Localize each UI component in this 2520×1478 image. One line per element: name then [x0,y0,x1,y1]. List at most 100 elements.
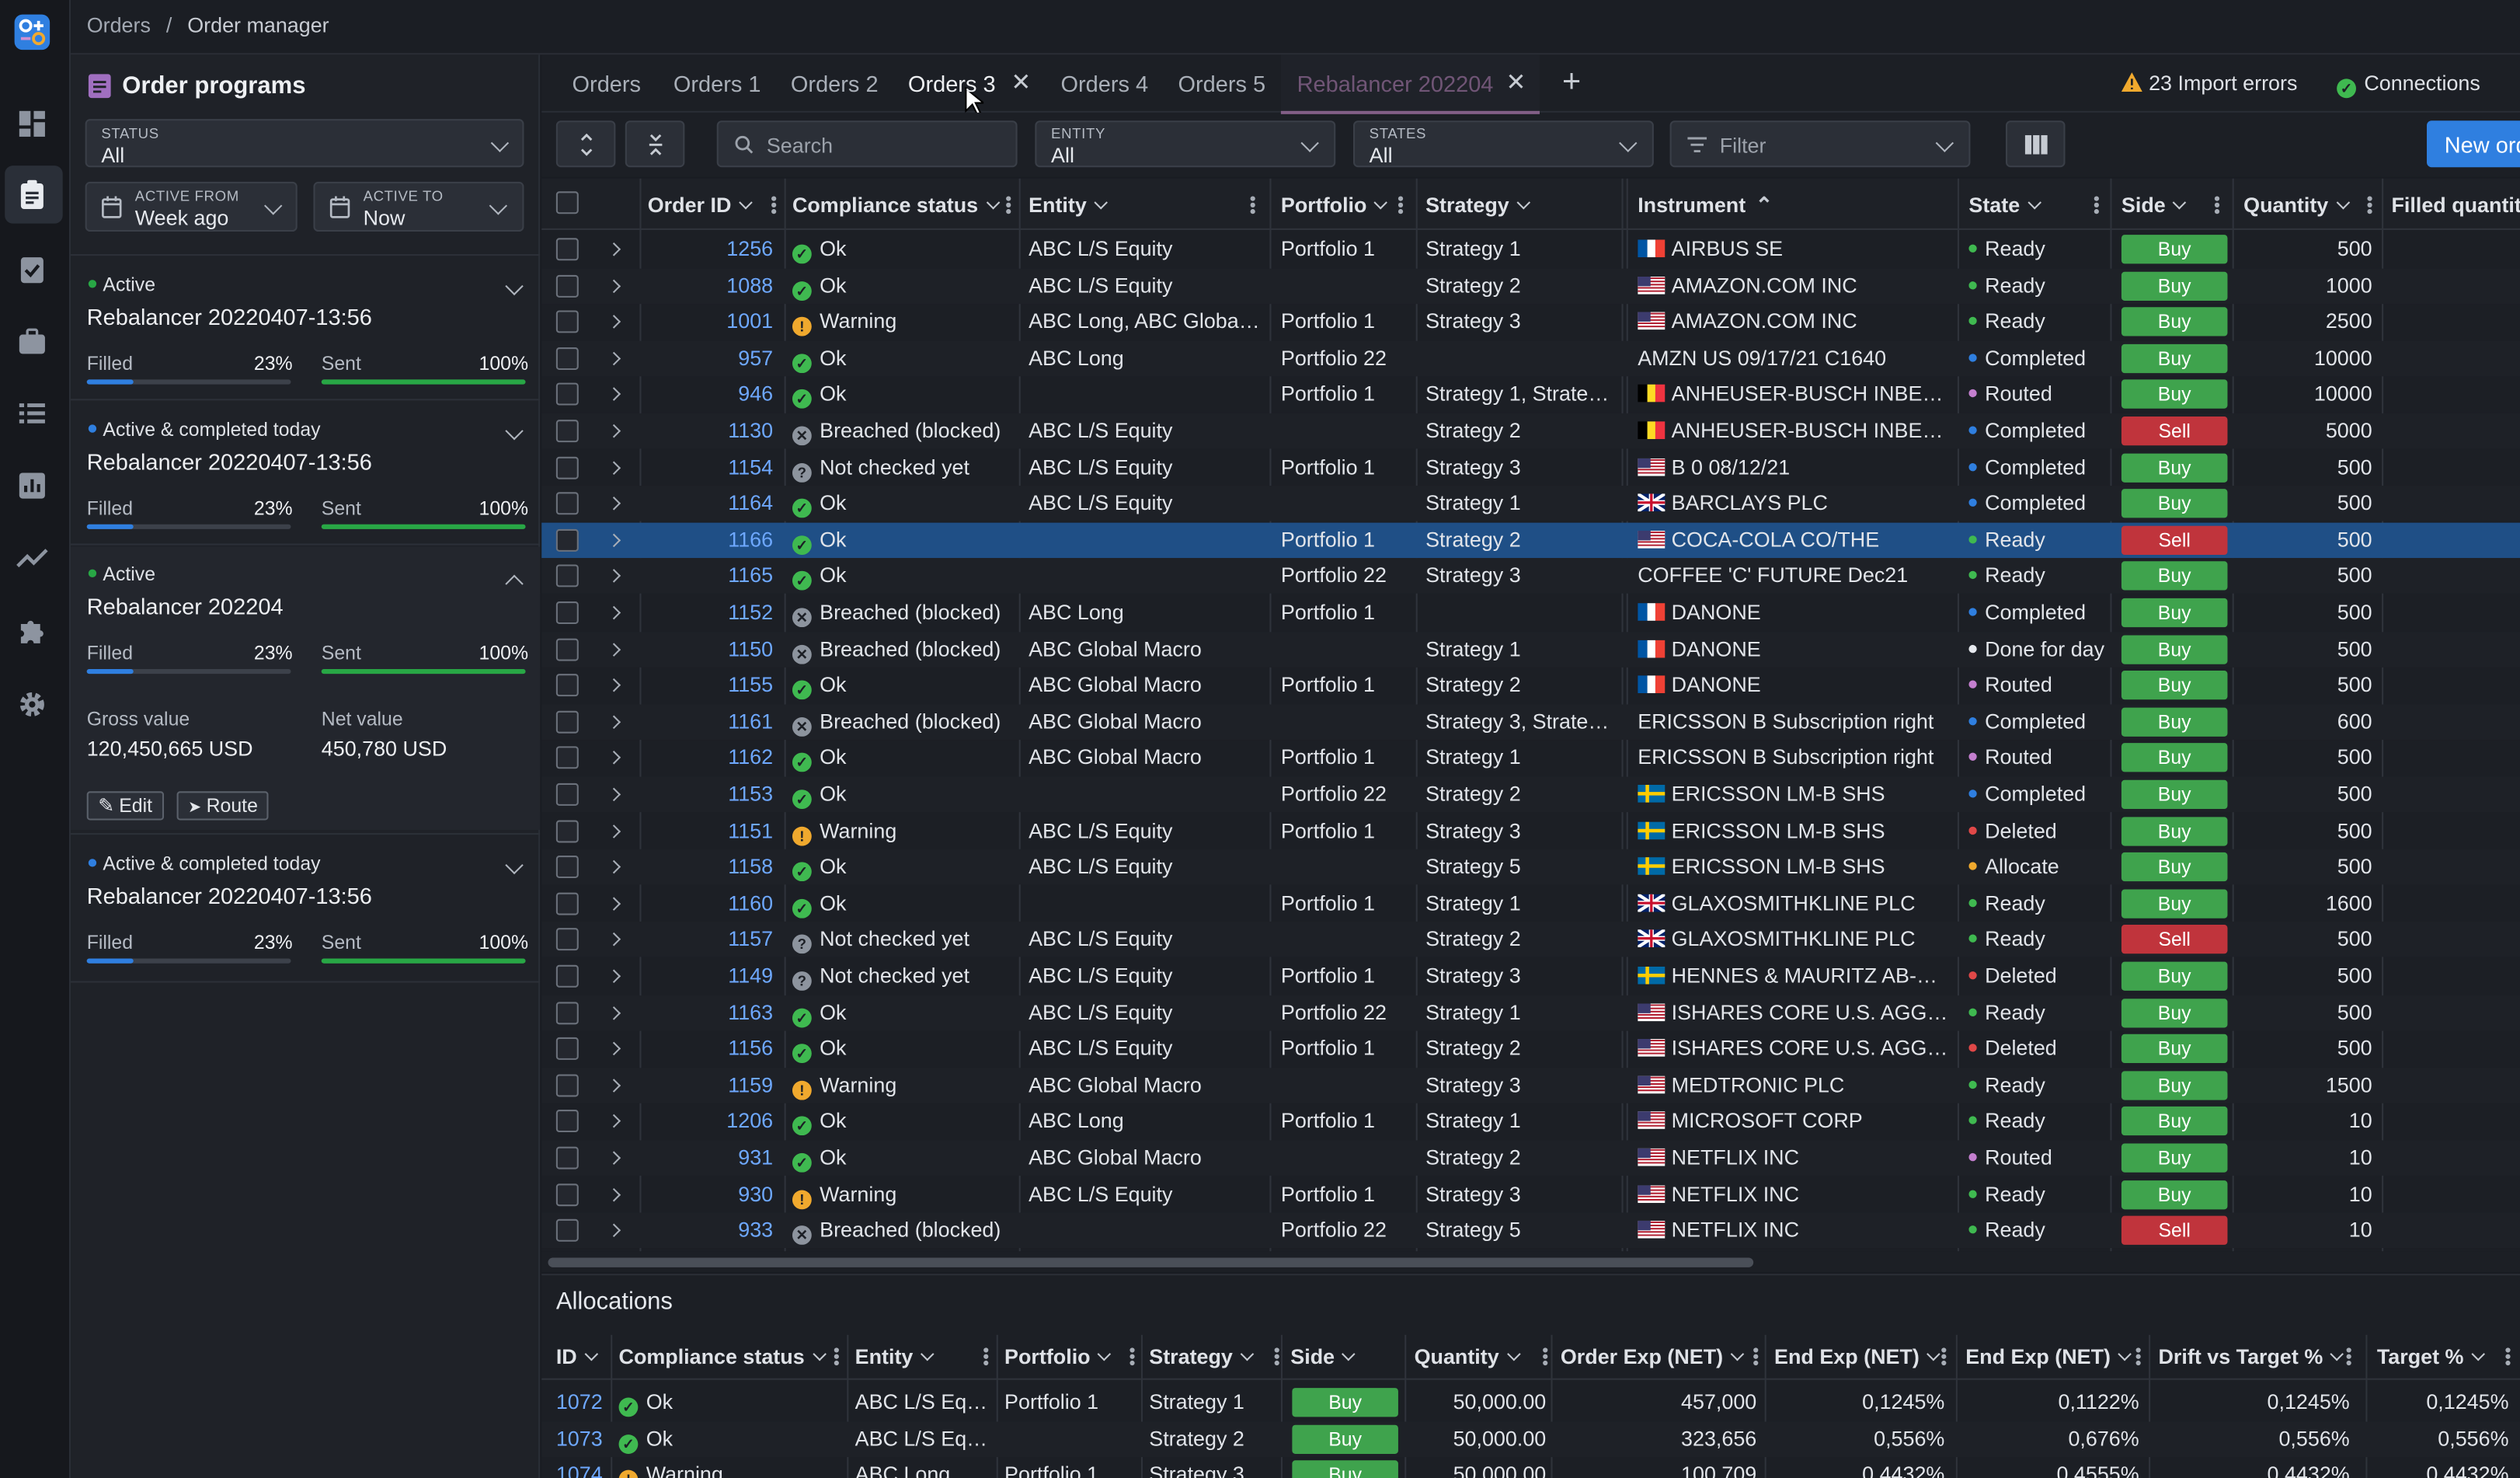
column-menu-icon[interactable] [2094,196,2099,214]
order-id-link[interactable]: 1166 [728,527,774,552]
order-id-link[interactable]: 1159 [728,1072,774,1097]
chevron-down-icon[interactable] [2336,195,2350,210]
column-header-portfolio[interactable]: Portfolio [1281,193,1388,232]
chevron-right-icon[interactable] [607,751,621,765]
puzzle-icon[interactable] [16,615,48,647]
row-checkbox[interactable] [555,420,579,443]
tab-orders-5[interactable]: Orders 5 [1178,71,1266,97]
dashboard-icon[interactable] [16,108,48,140]
tab-orders-3[interactable]: Orders 3 [907,71,996,97]
table-row[interactable]: 1155 ✓ Ok ABC Global Macro Portfolio 1 Strate… [541,668,2520,703]
horizontal-scrollbar[interactable] [541,1251,2520,1273]
order-id-link[interactable]: 930 [738,1181,774,1206]
order-id-link[interactable]: 931 [738,1145,774,1170]
alloc-column-header-entity[interactable]: Entity [855,1344,935,1383]
alloc-column-header-strategy[interactable]: Strategy [1149,1344,1255,1383]
column-header-side[interactable]: Side [2121,193,2188,232]
row-checkbox[interactable] [555,383,579,406]
expand-rows-button[interactable] [555,120,616,168]
table-row[interactable]: 1160 ✓ Ok Portfolio 1 Strategy 1 GLAXOSMITHKL… [541,886,2520,922]
table-row[interactable]: 1157? Not checked yet ABC L/S Equity Strate… [541,922,2520,958]
alloc-table-row[interactable]: 1072 ✓ Ok ABC L/S Equity Portfolio 1 Strategy… [541,1385,2520,1420]
table-row[interactable]: 957 ✓ Ok ABC Long Portfolio 22 AMZN US 09/17/… [541,340,2520,376]
table-row[interactable]: 930! Warning ABC L/S Equity Portfolio 1 Stra… [541,1176,2520,1212]
column-menu-icon[interactable] [1129,1347,1135,1365]
order-id-link[interactable]: 1163 [728,999,774,1024]
orders-clipboard-icon[interactable] [16,179,48,211]
tab-orders-2[interactable]: Orders 2 [790,71,879,97]
row-checkbox[interactable] [555,1001,579,1024]
table-row[interactable]: 1164 ✓ Ok ABC L/S Equity Strategy 1 BARCLAYS … [541,486,2520,521]
chevron-right-icon[interactable] [607,678,621,692]
program-name[interactable]: Rebalancer 20220407-13:56 [86,883,372,909]
alloc-column-header-order-exp-net-[interactable]: Order Exp (NET) [1561,1344,1745,1383]
edit-button[interactable]: ✎ Edit [86,791,164,821]
table-row[interactable]: 931 ✓ Ok ABC Global Macro Strategy 2 NETFLIX … [541,1140,2520,1176]
chevron-right-icon[interactable] [607,1223,621,1238]
row-checkbox[interactable] [555,856,579,879]
table-row[interactable]: 1153 ✓ Ok Portfolio 22 Strategy 2 ERICSSON LM… [541,776,2520,813]
chevron-right-icon[interactable] [607,351,621,365]
table-row[interactable]: 1156 ✓ Ok ABC L/S Equity Portfolio 1 Strategy… [541,1031,2520,1067]
add-tab-icon[interactable]: + [1561,64,1582,100]
chevron-down-icon[interactable] [1342,1347,1356,1361]
order-id-link[interactable]: 1149 [728,963,774,988]
order-id-link[interactable]: 1161 [728,709,774,734]
column-menu-icon[interactable] [2135,1347,2141,1365]
table-row[interactable]: 1154? Not checked yet ABC L/S Equity Portfo… [541,450,2520,486]
table-row[interactable]: 1150 ✕ Breached (blocked) ABC Global Macro S… [541,631,2520,668]
row-checkbox[interactable] [555,1110,579,1133]
column-menu-icon[interactable] [1250,196,1255,214]
new-order-button[interactable]: New order [2427,120,2520,168]
status-select[interactable]: STATUS All [85,119,524,168]
select-all-checkbox[interactable] [555,191,579,214]
table-row[interactable]: 1158 ✓ Ok ABC L/S Equity Strategy 5 ERICSSON … [541,849,2520,885]
column-menu-icon[interactable] [771,196,777,214]
column-header-compliance-status[interactable]: Compliance status [792,193,1000,232]
chevron-right-icon[interactable] [607,605,621,620]
alloc-id-link[interactable]: 1074 [555,1462,603,1478]
tab-close-icon[interactable]: ✕ [1011,68,1032,97]
states-select[interactable]: STATES All [1352,120,1654,168]
chevron-right-icon[interactable] [607,642,621,657]
route-button[interactable]: ➤ Route [176,791,270,821]
alloc-column-header-id[interactable]: ID [556,1344,599,1383]
chevron-down-icon[interactable] [2173,195,2188,210]
alloc-table-row[interactable]: 1073 ✓ Ok ABC L/S Equity Strategy 2 Buy 50,000… [541,1420,2520,1457]
order-id-link[interactable]: 1150 [728,636,774,661]
task-check-icon[interactable] [16,253,48,284]
alloc-column-header-end-exp-net-[interactable]: End Exp (NET) [1774,1344,1941,1383]
table-row[interactable]: 933 ✕ Breached (blocked) Portfolio 22 Strate… [541,1212,2520,1249]
order-id-link[interactable]: 946 [738,382,774,406]
table-row[interactable]: 1165 ✓ Ok Portfolio 22 Strategy 3 COFFEE 'C' … [541,558,2520,594]
order-id-link[interactable]: 1154 [728,454,774,479]
order-id-link[interactable]: 1001 [726,308,774,333]
alloc-id-link[interactable]: 1073 [555,1425,603,1450]
row-checkbox[interactable] [555,710,579,734]
program-name[interactable]: Rebalancer 20220407-13:56 [86,448,372,475]
chevron-down-icon[interactable] [1094,195,1109,210]
chevron-right-icon[interactable] [607,497,621,511]
collapse-rows-button[interactable] [625,120,685,168]
row-checkbox[interactable] [555,747,579,770]
chevron-right-icon[interactable] [607,533,621,547]
tab-close-icon[interactable]: ✕ [1505,68,1526,97]
table-row[interactable]: 1151! Warning ABC L/S Equity Portfolio 1 Str… [541,813,2520,849]
table-row[interactable]: 1001! Warning ABC Long, ABC Global M... Por… [541,305,2520,340]
sort-ascending-icon[interactable]: ⌃ [1755,193,1773,218]
alloc-column-header-drift-vs-target-%[interactable]: Drift vs Target % [2159,1344,2344,1383]
row-checkbox[interactable] [555,1146,579,1170]
list-icon[interactable] [16,397,48,429]
breadcrumb-root[interactable]: Orders [86,12,151,37]
column-menu-icon[interactable] [2214,196,2220,214]
tab-orders-1[interactable]: Orders 1 [673,71,761,97]
alloc-table-row[interactable]: 1074! Warning ABC Long Portfolio 1 Strategy … [541,1457,2520,1478]
row-checkbox[interactable] [555,528,579,552]
row-checkbox[interactable] [555,310,579,333]
column-header-entity[interactable]: Entity [1029,193,1109,232]
row-checkbox[interactable] [555,1037,579,1061]
table-row[interactable]: 1161 ✕ Breached (blocked) ABC Global Macro S… [541,704,2520,740]
row-checkbox[interactable] [555,238,579,261]
column-menu-icon[interactable] [1274,1347,1279,1365]
chevron-down-icon[interactable] [1927,1347,1941,1361]
